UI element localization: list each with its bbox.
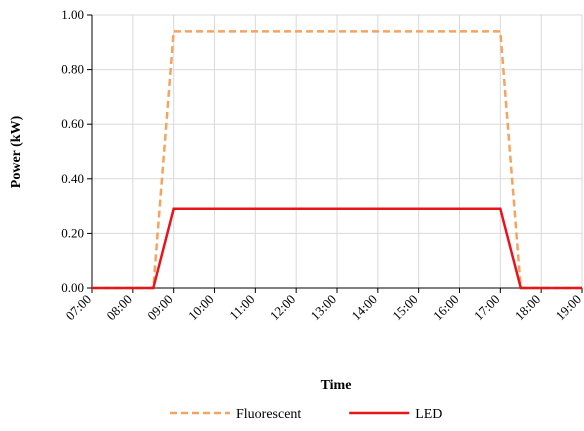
legend-label-led: LED (415, 407, 442, 422)
x-tick-label: 13:00 (308, 292, 340, 324)
y-tick-label: 0.00 (61, 280, 84, 295)
x-tick-label: 11:00 (226, 292, 257, 323)
x-tick-labels: 07:00 08:00 09:00 10:00 11:00 12:00 13:00 14:00… (63, 292, 584, 324)
y-axis-title: Power (kW) (9, 115, 24, 188)
x-axis-title: Time (321, 378, 352, 393)
x-tick-label: 10:00 (185, 292, 217, 324)
axes (87, 14, 583, 293)
legend: Fluorescent LED (170, 407, 442, 422)
y-tick-label: 0.80 (61, 62, 84, 77)
y-tick-label: 1.00 (61, 7, 84, 22)
x-tick-label: 17:00 (471, 292, 503, 324)
y-tick-label: 0.40 (61, 171, 84, 186)
x-tick-label: 19:00 (553, 292, 584, 324)
y-tick-label: 0.20 (61, 225, 84, 240)
x-tick-label: 18:00 (512, 292, 544, 324)
y-tick-labels: 0.00 0.20 0.40 0.60 0.80 1.00 (61, 7, 84, 295)
x-tick-label: 07:00 (63, 292, 95, 324)
grid (92, 14, 583, 288)
x-tick-label: 08:00 (103, 292, 135, 324)
x-tick-label: 12:00 (267, 292, 299, 324)
y-tick-label: 0.60 (61, 116, 84, 131)
x-tick-label: 16:00 (430, 292, 462, 324)
series-line-led (92, 207, 582, 290)
x-tick-label: 14:00 (348, 292, 380, 324)
x-tick-label: 09:00 (144, 292, 176, 324)
series-lines (92, 30, 582, 290)
legend-label-fluorescent: Fluorescent (236, 407, 301, 422)
x-tick-label: 15:00 (389, 292, 421, 324)
